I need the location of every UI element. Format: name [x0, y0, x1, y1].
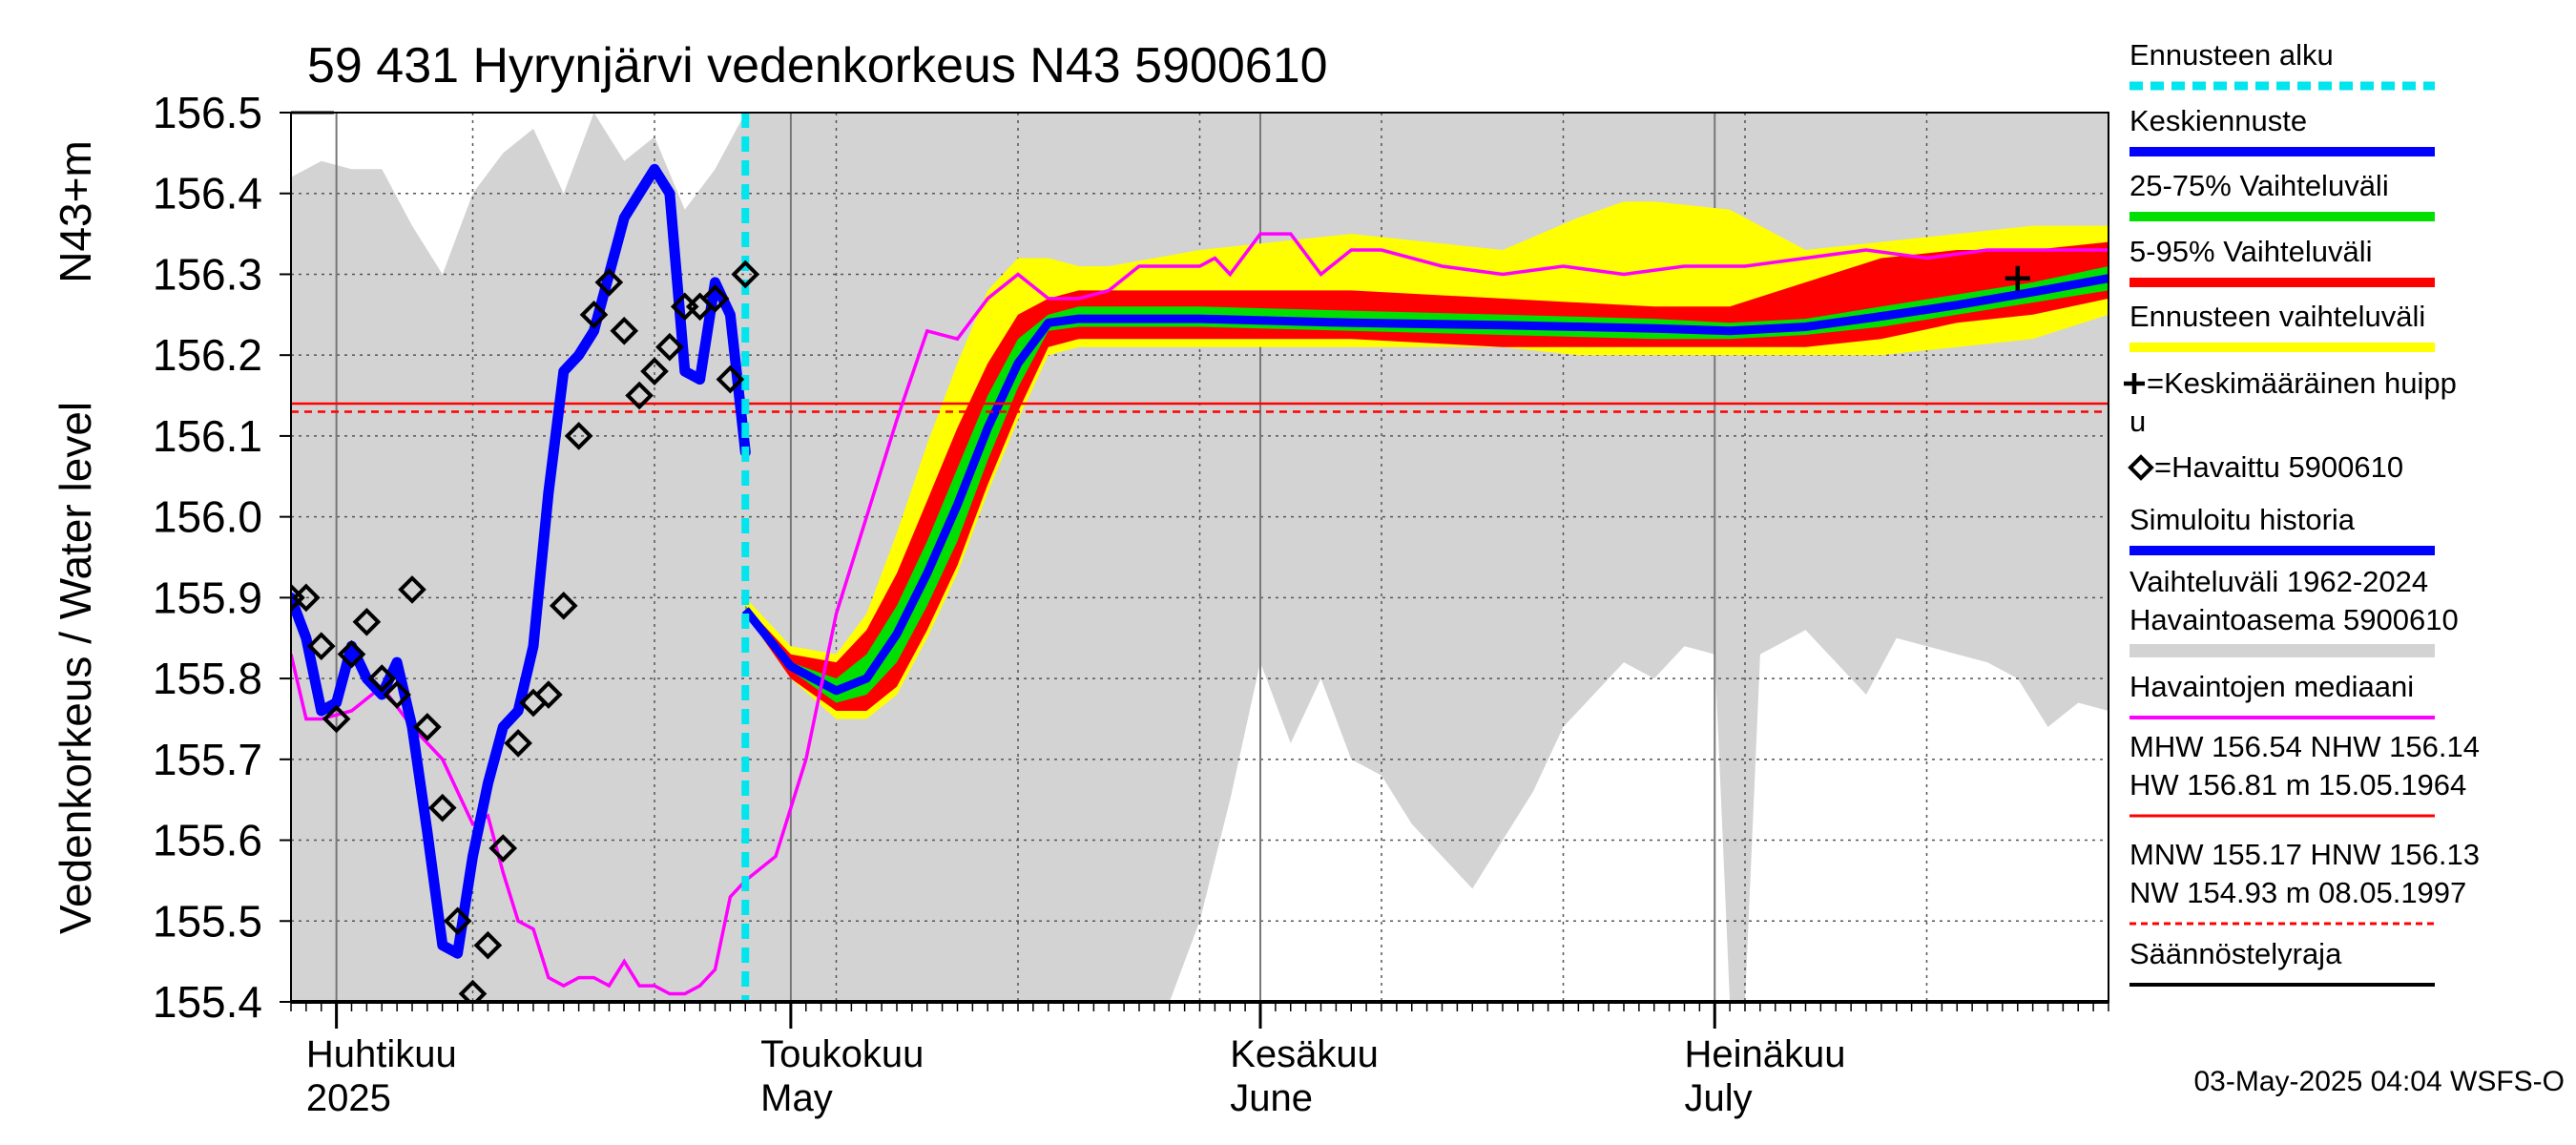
- observed-point: [367, 664, 397, 693]
- median-line: [291, 232, 2109, 996]
- legend: Ennusteen alku Keskiennuste 25-75% Vaihtel…: [2124, 38, 2480, 987]
- observed-point: [594, 268, 624, 297]
- y-tick-label: 156.3: [153, 249, 262, 299]
- y-tick-label: 155.8: [153, 654, 262, 703]
- observed-point: [473, 930, 503, 960]
- observed-point: [549, 592, 578, 620]
- observed-point: [383, 680, 411, 709]
- legend-label-2: Havaintoasema 5900610: [2129, 603, 2459, 636]
- legend-label: Simuloitu historia: [2129, 503, 2356, 536]
- month-label: Kesäkuu: [1230, 1033, 1379, 1075]
- mean-peak-marker: [2005, 265, 2030, 291]
- y-tick-label: 155.6: [153, 816, 262, 865]
- month-label-en: June: [1230, 1077, 1313, 1119]
- legend-label: MHW 156.54 NHW 156.14: [2129, 730, 2480, 763]
- observed-point: [398, 575, 426, 604]
- axes: 155.4 155.5 155.6 155.7 155.8 155.9 156.0 156.1…: [153, 88, 2109, 1119]
- y-tick-label: 155.7: [153, 735, 262, 784]
- y-tick-label: 156.2: [153, 330, 262, 380]
- y-tick-label: 156.0: [153, 492, 262, 542]
- observed-point: [564, 422, 593, 450]
- legend-label: Ennusteen vaihteluväli: [2129, 300, 2425, 333]
- y-axis-unit: N43+m: [51, 140, 100, 283]
- month-label: Toukokuu: [760, 1033, 924, 1075]
- mean-forecast-line: [741, 274, 2109, 696]
- observed-point: [579, 300, 609, 329]
- observed-point: [427, 793, 457, 822]
- legend-label: 5-95% Vaihteluväli: [2129, 235, 2372, 268]
- legend-label: Säännöstelyraja: [2129, 937, 2342, 970]
- legend-label: Havaintojen mediaani: [2129, 670, 2414, 703]
- legend-label: Ennusteen alku: [2129, 38, 2334, 72]
- legend-label-2: u: [2129, 405, 2146, 438]
- observed-point: [322, 704, 351, 734]
- legend-diamond-icon: [2128, 454, 2154, 481]
- observed-point: [640, 357, 669, 385]
- month-label: Heinäkuu: [1685, 1033, 1846, 1075]
- legend-label: Keskiennuste: [2129, 104, 2307, 137]
- legend-label: 25-75% Vaihteluväli: [2129, 169, 2389, 202]
- observed-point: [610, 316, 639, 345]
- legend-label: MNW 155.17 HNW 156.13: [2129, 838, 2480, 871]
- observed-point: [337, 639, 366, 669]
- observed-point: [655, 332, 684, 362]
- legend-label-2: NW 154.93 m 08.05.1997: [2129, 876, 2466, 909]
- month-label-en: 2025: [306, 1077, 391, 1119]
- y-axis-label: Vedenkorkeus / Water level: [51, 402, 100, 934]
- plot-area: [291, 113, 2109, 1002]
- y-tick-label: 156.4: [153, 169, 262, 219]
- legend-label-2: HW 156.81 m 15.05.1964: [2129, 768, 2466, 802]
- y-tick-label: 156.1: [153, 411, 262, 461]
- observed-point: [292, 583, 321, 613]
- legend-plus-icon: [2124, 373, 2145, 394]
- simulated-history-line: [291, 163, 751, 959]
- footer-timestamp: 03-May-2025 04:04 WSFS-O: [2194, 1066, 2566, 1097]
- y-tick-label: 155.4: [153, 977, 262, 1027]
- observed-point: [731, 260, 760, 289]
- y-tick-label: 155.5: [153, 896, 262, 946]
- observed-point: [504, 729, 532, 758]
- chart-title: 59 431 Hyrynjärvi vedenkorkeus N43 59006…: [307, 38, 1328, 94]
- observed-point: [413, 713, 442, 741]
- observed-point: [700, 284, 730, 313]
- y-tick-label: 156.5: [153, 88, 262, 137]
- observed-point: [458, 979, 488, 1002]
- legend-label: Vaihteluväli 1962-2024: [2129, 565, 2428, 598]
- legend-label: =Havaittu 5900610: [2154, 450, 2403, 484]
- observed-point: [488, 834, 518, 863]
- observed-point: [443, 906, 472, 936]
- observed-point: [716, 364, 745, 394]
- y-tick-label: 155.9: [153, 572, 262, 622]
- month-label: Huhtikuu: [306, 1033, 457, 1075]
- observed-point: [534, 680, 563, 709]
- observed-point: [352, 607, 382, 636]
- legend-label: =Keskimääräinen huipp: [2147, 366, 2457, 400]
- month-label-en: July: [1685, 1077, 1753, 1119]
- observed-point: [306, 632, 336, 661]
- month-label-en: May: [760, 1077, 833, 1119]
- observed-point: [625, 381, 654, 410]
